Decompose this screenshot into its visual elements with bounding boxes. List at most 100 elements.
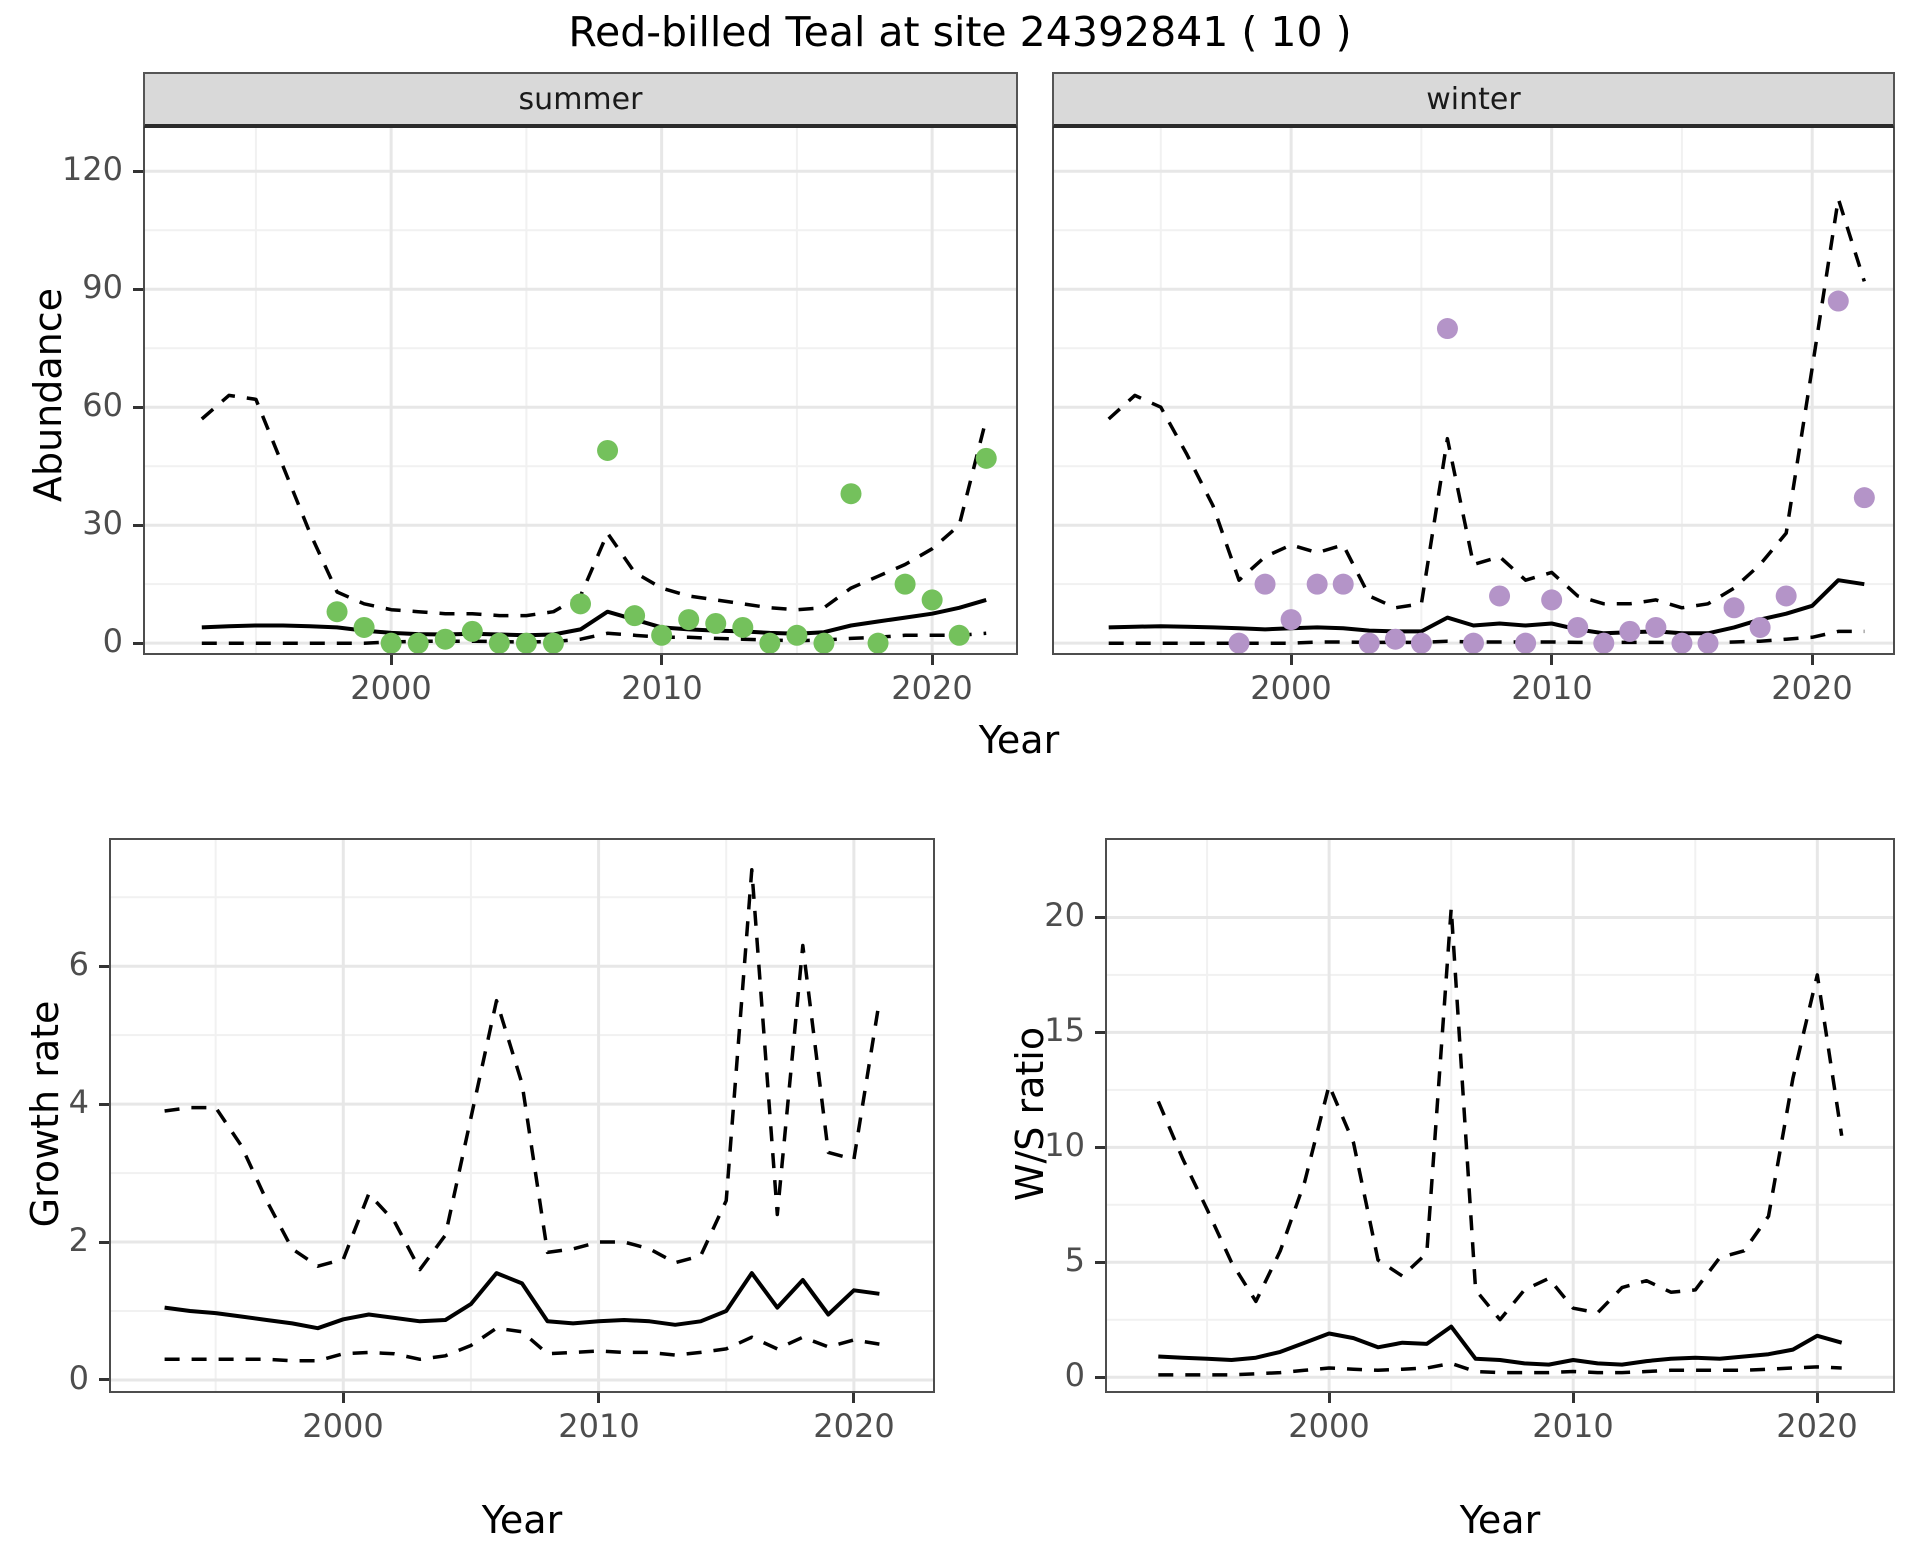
abundance-summer-data-point	[678, 609, 700, 631]
ws-ratio-upper-95-ci-line	[1156, 906, 1844, 1322]
abundance-summer-data-point	[461, 620, 483, 642]
abundance-summer-median-line	[201, 597, 987, 638]
plot-panel-growth-rate	[109, 838, 935, 1393]
tick-label: 20	[1044, 896, 1085, 934]
tick-label: 2010	[1511, 669, 1593, 707]
tick-mark	[1816, 1393, 1819, 1403]
abundance-winter-data-point	[1358, 632, 1380, 653]
tick-label: 90	[82, 268, 123, 306]
abundance-winter-data-point	[1645, 616, 1667, 638]
tick-mark	[99, 965, 109, 968]
tick-mark	[133, 170, 143, 173]
abundance-summer-data-point	[840, 483, 862, 505]
abundance-summer-data-point	[921, 589, 943, 611]
abundance-summer-plot-svg	[145, 128, 1016, 653]
tick-label: 2000	[1250, 669, 1332, 707]
tick-label: 0	[102, 622, 123, 660]
plot-panel-abundance-summer	[143, 128, 1018, 655]
abundance-winter-lower-95-ci-line	[1108, 629, 1865, 645]
abundance-winter-data-point	[1515, 632, 1537, 653]
tick-mark	[1095, 1031, 1105, 1034]
abundance-winter-data-point	[1436, 318, 1458, 340]
tick-label: 6	[68, 945, 89, 983]
facet-strip-summer: summer	[143, 72, 1018, 130]
axis-title-year-top: Year	[978, 718, 1060, 762]
ws-ratio-plot-svg	[1107, 840, 1893, 1391]
abundance-winter-data-point	[1775, 585, 1797, 607]
abundance-summer-data-point	[570, 593, 591, 615]
tick-label: 0	[68, 1359, 89, 1397]
facet-strip-summer-label: summer	[518, 81, 643, 117]
abundance-winter-data-point	[1593, 632, 1615, 653]
plot-panel-ws-ratio	[1105, 838, 1895, 1393]
abundance-summer-data-point	[813, 632, 835, 653]
abundance-summer-data-point	[894, 573, 916, 595]
tick-mark	[931, 655, 934, 665]
growth-rate-upper-95-ci-line	[164, 867, 882, 1272]
axis-title-year-bottom-left: Year	[481, 1498, 563, 1542]
abundance-summer-data-point	[759, 632, 781, 653]
abundance-winter-plot-svg	[1054, 128, 1893, 653]
tick-mark	[133, 524, 143, 527]
abundance-winter-data-point	[1671, 632, 1693, 653]
tick-label: 2010	[621, 669, 703, 707]
abundance-summer-data-point	[651, 624, 673, 646]
abundance-summer-data-point	[380, 632, 402, 653]
tick-label: 120	[61, 150, 123, 188]
tick-label: 60	[82, 386, 123, 424]
abundance-summer-lower-95-ci-line	[201, 631, 987, 645]
tick-label: 5	[1064, 1241, 1085, 1279]
abundance-summer-data-point	[732, 616, 754, 638]
abundance-summer-data-point	[975, 447, 997, 469]
abundance-summer-data-point	[434, 628, 456, 650]
abundance-summer-data-point	[786, 624, 808, 646]
abundance-summer-upper-95-ci-line	[200, 393, 988, 618]
tick-label: 4	[68, 1083, 89, 1121]
abundance-winter-data-point	[1384, 628, 1406, 650]
tick-label: 2000	[302, 1407, 384, 1445]
abundance-winter-data-point	[1306, 573, 1328, 595]
abundance-winter-data-point	[1489, 585, 1511, 607]
abundance-winter-data-point	[1280, 609, 1302, 631]
growth-rate-plot-svg	[111, 840, 933, 1391]
tick-mark	[133, 406, 143, 409]
tick-mark	[1095, 1376, 1105, 1379]
facet-strip-winter-label: winter	[1426, 81, 1521, 117]
abundance-winter-data-point	[1697, 632, 1719, 653]
tick-mark	[1095, 1261, 1105, 1264]
abundance-winter-data-point	[1332, 573, 1354, 595]
abundance-winter-data-point	[1541, 589, 1563, 611]
tick-label: 30	[82, 504, 123, 542]
facet-strip-winter: winter	[1052, 72, 1895, 130]
tick-mark	[660, 655, 663, 665]
axis-title-year-bottom-right: Year	[1459, 1498, 1541, 1542]
tick-mark	[1290, 655, 1293, 665]
tick-label: 2	[68, 1221, 89, 1259]
abundance-summer-data-point	[488, 632, 510, 653]
growth-rate-median-line	[164, 1271, 880, 1331]
chart-title: Red-billed Teal at site 24392841 ( 10 )	[568, 8, 1352, 56]
tick-label: 2000	[1288, 1407, 1370, 1445]
abundance-summer-data-point	[326, 601, 348, 623]
abundance-winter-data-point	[1853, 487, 1875, 509]
abundance-summer-data-point	[624, 605, 646, 627]
abundance-winter-data-point	[1827, 290, 1849, 312]
tick-mark	[1328, 1393, 1331, 1403]
abundance-winter-data-point	[1410, 632, 1432, 653]
tick-mark	[852, 1393, 855, 1403]
tick-mark	[1095, 1146, 1105, 1149]
tick-label: 0	[1064, 1356, 1085, 1394]
abundance-winter-upper-95-ci-line	[1107, 197, 1866, 610]
abundance-summer-data-point	[597, 439, 619, 461]
abundance-winter-data-point	[1749, 616, 1771, 638]
tick-mark	[390, 655, 393, 665]
ws-ratio-median-line	[1158, 1324, 1843, 1367]
tick-mark	[133, 288, 143, 291]
abundance-winter-data-point	[1567, 616, 1589, 638]
abundance-winter-data-point	[1619, 620, 1641, 642]
growth-rate-lower-95-ci-line	[164, 1326, 880, 1363]
abundance-summer-data-point	[867, 632, 889, 653]
tick-mark	[99, 1103, 109, 1106]
abundance-summer-data-point	[353, 616, 375, 638]
